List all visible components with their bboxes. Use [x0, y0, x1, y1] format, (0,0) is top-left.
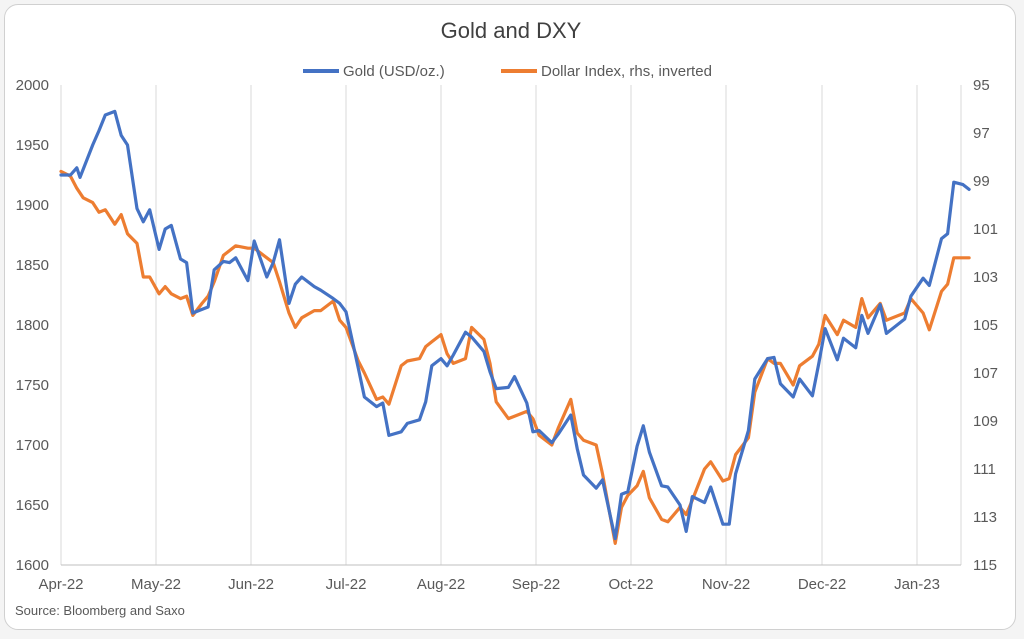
x-tick-label: Apr-22: [38, 576, 83, 593]
y-left-tick-label: 1850: [16, 257, 49, 274]
y-right-tick-label: 97: [973, 125, 990, 142]
x-tick-label: Aug-22: [417, 576, 465, 593]
y-right-tick-label: 105: [973, 317, 998, 334]
x-tick-label: Oct-22: [608, 576, 653, 593]
chart-title: Gold and DXY: [441, 18, 582, 43]
y-right-tick-label: 95: [973, 77, 990, 94]
axes: Apr-22 May-22 Jun-22 Jul-22 Aug-22 Sep-22 Oct-…: [16, 77, 998, 593]
y-right-tick-label: 99: [973, 173, 990, 190]
legend-label-dxy: Dollar Index, rhs, inverted: [541, 63, 712, 80]
y-left-tick-label: 1900: [16, 197, 49, 214]
series-line-gold: [59, 109, 971, 541]
y-right-tick-label: 101: [973, 221, 998, 238]
legend-label-gold: Gold (USD/oz.): [343, 63, 445, 80]
legend: Gold (USD/oz.) Dollar Index, rhs, invert…: [303, 63, 712, 80]
y-left-tick-label: 2000: [16, 77, 49, 94]
x-tick-label: Jun-22: [228, 576, 274, 593]
x-tick-label: May-22: [131, 576, 181, 593]
y-left-tick-label: 1650: [16, 497, 49, 514]
x-tick-label: Jan-23: [894, 576, 940, 593]
y-right-tick-label: 107: [973, 365, 998, 382]
gridlines: [60, 85, 962, 565]
y-left-tick-label: 1600: [16, 557, 49, 574]
gold-dxy-chart: Gold and DXY Gold (USD/oz.) Dollar Index…: [15, 18, 998, 618]
chart-card: Gold and DXY Gold (USD/oz.) Dollar Index…: [4, 4, 1016, 630]
x-tick-label: Jul-22: [326, 576, 367, 593]
y-right-tick-label: 115: [973, 557, 997, 574]
y-left-tick-label: 1700: [16, 437, 49, 454]
y-right-tick-label: 109: [973, 413, 998, 430]
series-line-dollar-index: [59, 169, 971, 545]
y-right-tick-label: 111: [973, 461, 996, 478]
x-tick-label: Nov-22: [702, 576, 750, 593]
y-right-tick-label: 103: [973, 269, 998, 286]
series-lines: [59, 109, 971, 545]
x-tick-label: Dec-22: [798, 576, 846, 593]
y-left-tick-label: 1750: [16, 377, 49, 394]
source-note: Source: Bloomberg and Saxo: [15, 603, 185, 618]
x-tick-label: Sep-22: [512, 576, 560, 593]
y-left-tick-label: 1950: [16, 137, 49, 154]
y-left-tick-label: 1800: [16, 317, 49, 334]
y-right-tick-label: 113: [973, 509, 997, 526]
